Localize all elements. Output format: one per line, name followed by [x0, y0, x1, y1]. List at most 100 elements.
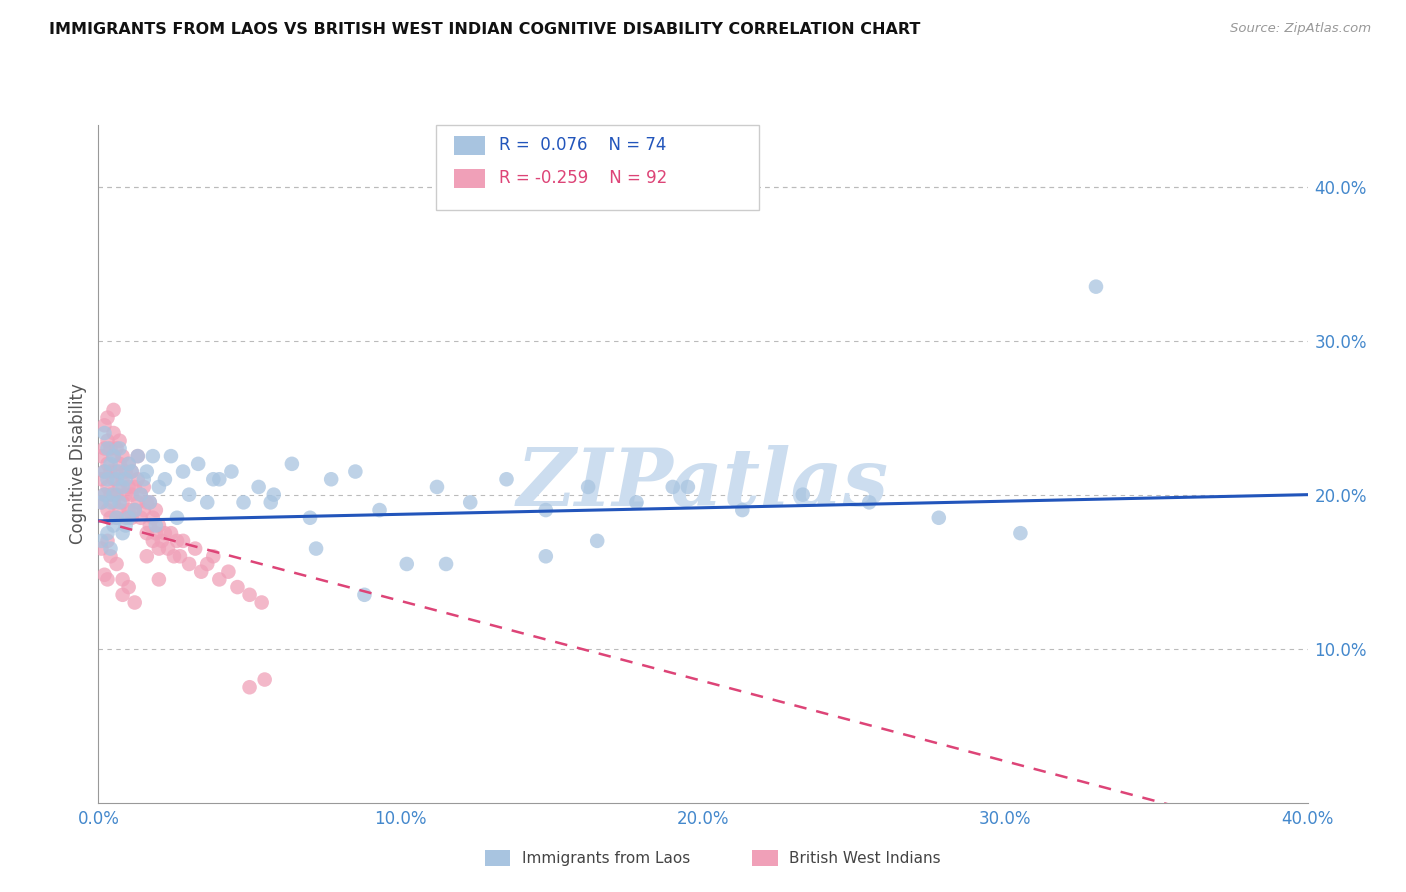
Point: [124, 503, 146, 517]
Point: [792, 488, 814, 502]
Point: [100, 541, 122, 556]
Point: [103, 495, 125, 509]
Point: [93, 425, 115, 440]
Point: [111, 480, 134, 494]
Point: [96, 442, 118, 456]
Point: [344, 465, 367, 479]
Text: Source: ZipAtlas.com: Source: ZipAtlas.com: [1230, 22, 1371, 36]
Point: [534, 503, 557, 517]
Point: [90, 495, 112, 509]
Point: [93, 465, 115, 479]
Point: [247, 480, 270, 494]
Point: [586, 533, 609, 548]
Point: [202, 472, 225, 486]
Point: [96, 472, 118, 486]
Point: [96, 533, 118, 548]
Point: [281, 457, 304, 471]
Point: [160, 526, 183, 541]
Point: [118, 503, 141, 517]
Point: [172, 533, 194, 548]
Point: [145, 526, 167, 541]
Point: [103, 518, 125, 533]
Point: [150, 533, 173, 548]
Point: [103, 449, 125, 463]
Point: [139, 495, 162, 509]
Point: [187, 457, 209, 471]
Point: [353, 588, 375, 602]
Point: [124, 595, 146, 609]
Point: [100, 442, 122, 456]
Point: [148, 573, 170, 587]
Point: [217, 565, 239, 579]
Point: [534, 549, 557, 564]
Point: [172, 465, 194, 479]
Point: [148, 480, 170, 494]
Point: [103, 425, 125, 440]
Point: [103, 472, 125, 486]
Point: [195, 557, 218, 571]
Point: [105, 442, 128, 456]
Point: [132, 472, 155, 486]
Text: R =  0.076    N = 74: R = 0.076 N = 74: [499, 136, 666, 154]
Point: [239, 680, 262, 694]
Point: [114, 518, 136, 533]
Point: [368, 503, 391, 517]
Point: [108, 480, 131, 494]
Point: [118, 480, 141, 494]
Point: [93, 488, 115, 502]
Point: [928, 510, 950, 524]
Point: [153, 472, 176, 486]
Point: [121, 510, 143, 524]
Point: [145, 503, 167, 517]
Point: [179, 557, 201, 571]
Point: [226, 580, 249, 594]
Point: [127, 495, 149, 509]
Point: [105, 488, 128, 502]
Point: [105, 465, 128, 479]
Point: [105, 510, 128, 524]
Point: [108, 457, 131, 471]
Point: [111, 588, 134, 602]
Point: [121, 488, 143, 502]
Point: [160, 449, 183, 463]
Point: [114, 510, 136, 524]
Point: [108, 434, 131, 448]
Point: [124, 503, 146, 517]
Point: [305, 541, 328, 556]
Point: [118, 580, 141, 594]
Point: [127, 449, 149, 463]
Point: [156, 541, 179, 556]
Point: [184, 541, 207, 556]
Point: [108, 503, 131, 517]
Point: [111, 526, 134, 541]
Point: [103, 403, 125, 417]
Point: [118, 510, 141, 524]
Point: [142, 533, 165, 548]
Point: [96, 503, 118, 517]
Point: [321, 472, 343, 486]
Point: [195, 495, 218, 509]
Point: [129, 510, 152, 524]
Point: [731, 503, 754, 517]
Point: [127, 472, 149, 486]
Point: [145, 518, 167, 533]
Point: [129, 488, 152, 502]
Point: [132, 503, 155, 517]
Point: [263, 488, 285, 502]
Point: [93, 418, 115, 433]
Point: [100, 549, 122, 564]
Point: [96, 480, 118, 494]
Point: [250, 595, 273, 609]
Point: [96, 573, 118, 587]
Point: [90, 541, 112, 556]
Point: [111, 472, 134, 486]
Point: [90, 449, 112, 463]
Point: [105, 557, 128, 571]
Point: [121, 465, 143, 479]
Point: [858, 495, 880, 509]
Point: [135, 549, 157, 564]
Point: [1010, 526, 1032, 541]
Point: [114, 488, 136, 502]
Point: [103, 488, 125, 502]
Text: IMMIGRANTS FROM LAOS VS BRITISH WEST INDIAN COGNITIVE DISABILITY CORRELATION CHA: IMMIGRANTS FROM LAOS VS BRITISH WEST IND…: [49, 22, 921, 37]
